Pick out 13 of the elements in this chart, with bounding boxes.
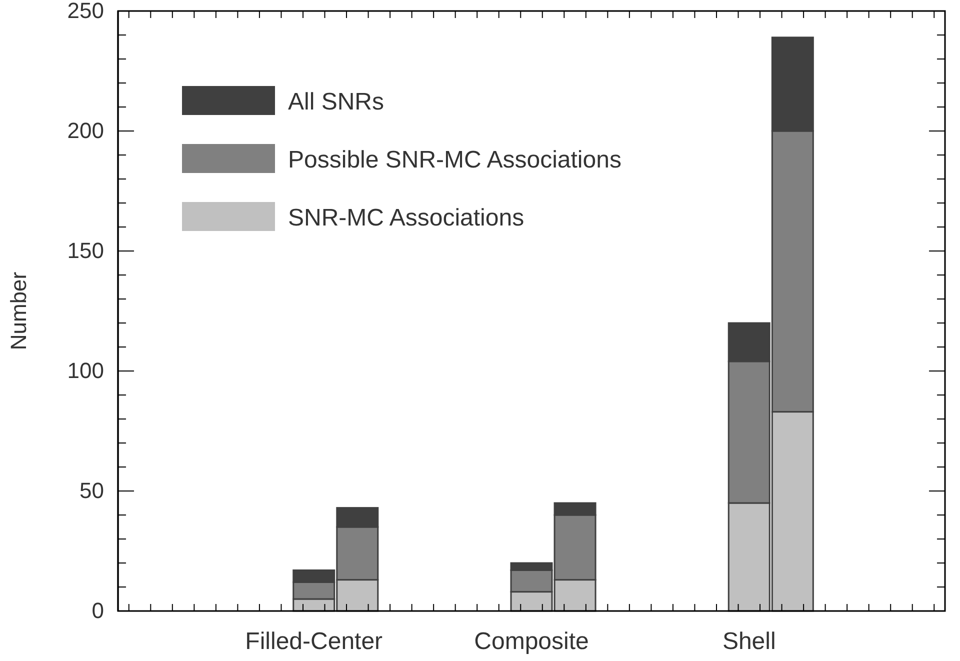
y-tick-label: 50 [80, 478, 104, 504]
y-tick-label: 150 [67, 238, 104, 264]
legend-label: Possible SNR-MC Associations [288, 146, 622, 174]
x-tick-label: Composite [474, 628, 589, 655]
y-tick-label: 200 [67, 118, 104, 144]
legend-label: SNR-MC Associations [288, 204, 524, 232]
x-tick-label: Shell [722, 628, 776, 655]
y-tick-label: 250 [67, 0, 104, 24]
y-axis-title: Number [6, 272, 31, 350]
x-tick-label: Filled-Center [245, 628, 383, 655]
y-tick-label: 100 [67, 358, 104, 384]
legend-label: All SNRs [288, 88, 384, 116]
y-tick-label: 0 [92, 598, 104, 624]
